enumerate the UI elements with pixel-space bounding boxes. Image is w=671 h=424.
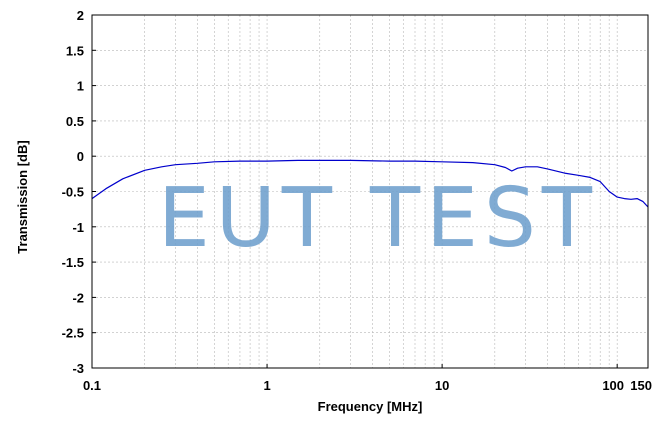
y-tick-label: -0.5 [62, 185, 84, 200]
y-axis-label: Transmission [dB] [15, 140, 30, 253]
x-tick-labels: 0.1 1 10 100 150 [83, 364, 652, 393]
watermark: EUT TEST [158, 171, 598, 266]
y-tick-label: 1.5 [66, 43, 84, 58]
y-tick-label: -1.5 [62, 255, 84, 270]
x-tick-label: 100 [602, 378, 624, 393]
x-tick-label: 150 [630, 378, 652, 393]
y-tick-label: -1 [72, 220, 84, 235]
y-tick-label: -2.5 [62, 326, 84, 341]
transmission-series-line [91, 159, 649, 208]
y-tick-label: 2 [77, 8, 84, 23]
grid [92, 15, 648, 368]
x-tick-label: 10 [435, 378, 449, 393]
x-tick-label: 0.1 [83, 378, 101, 393]
y-tick-label: 0.5 [66, 114, 84, 129]
y-tick-labels: 2 1.5 1 0.5 0 -0.5 -1 -1.5 -2 -2.5 -3 [62, 8, 96, 376]
x-axis-label: Frequency [MHz] [318, 399, 423, 414]
y-tick-label: 1 [77, 79, 84, 94]
y-tick-label: 0 [77, 149, 84, 164]
y-tick-label: -3 [72, 361, 84, 376]
x-tick-label: 1 [263, 378, 270, 393]
y-tick-label: -2 [72, 290, 84, 305]
